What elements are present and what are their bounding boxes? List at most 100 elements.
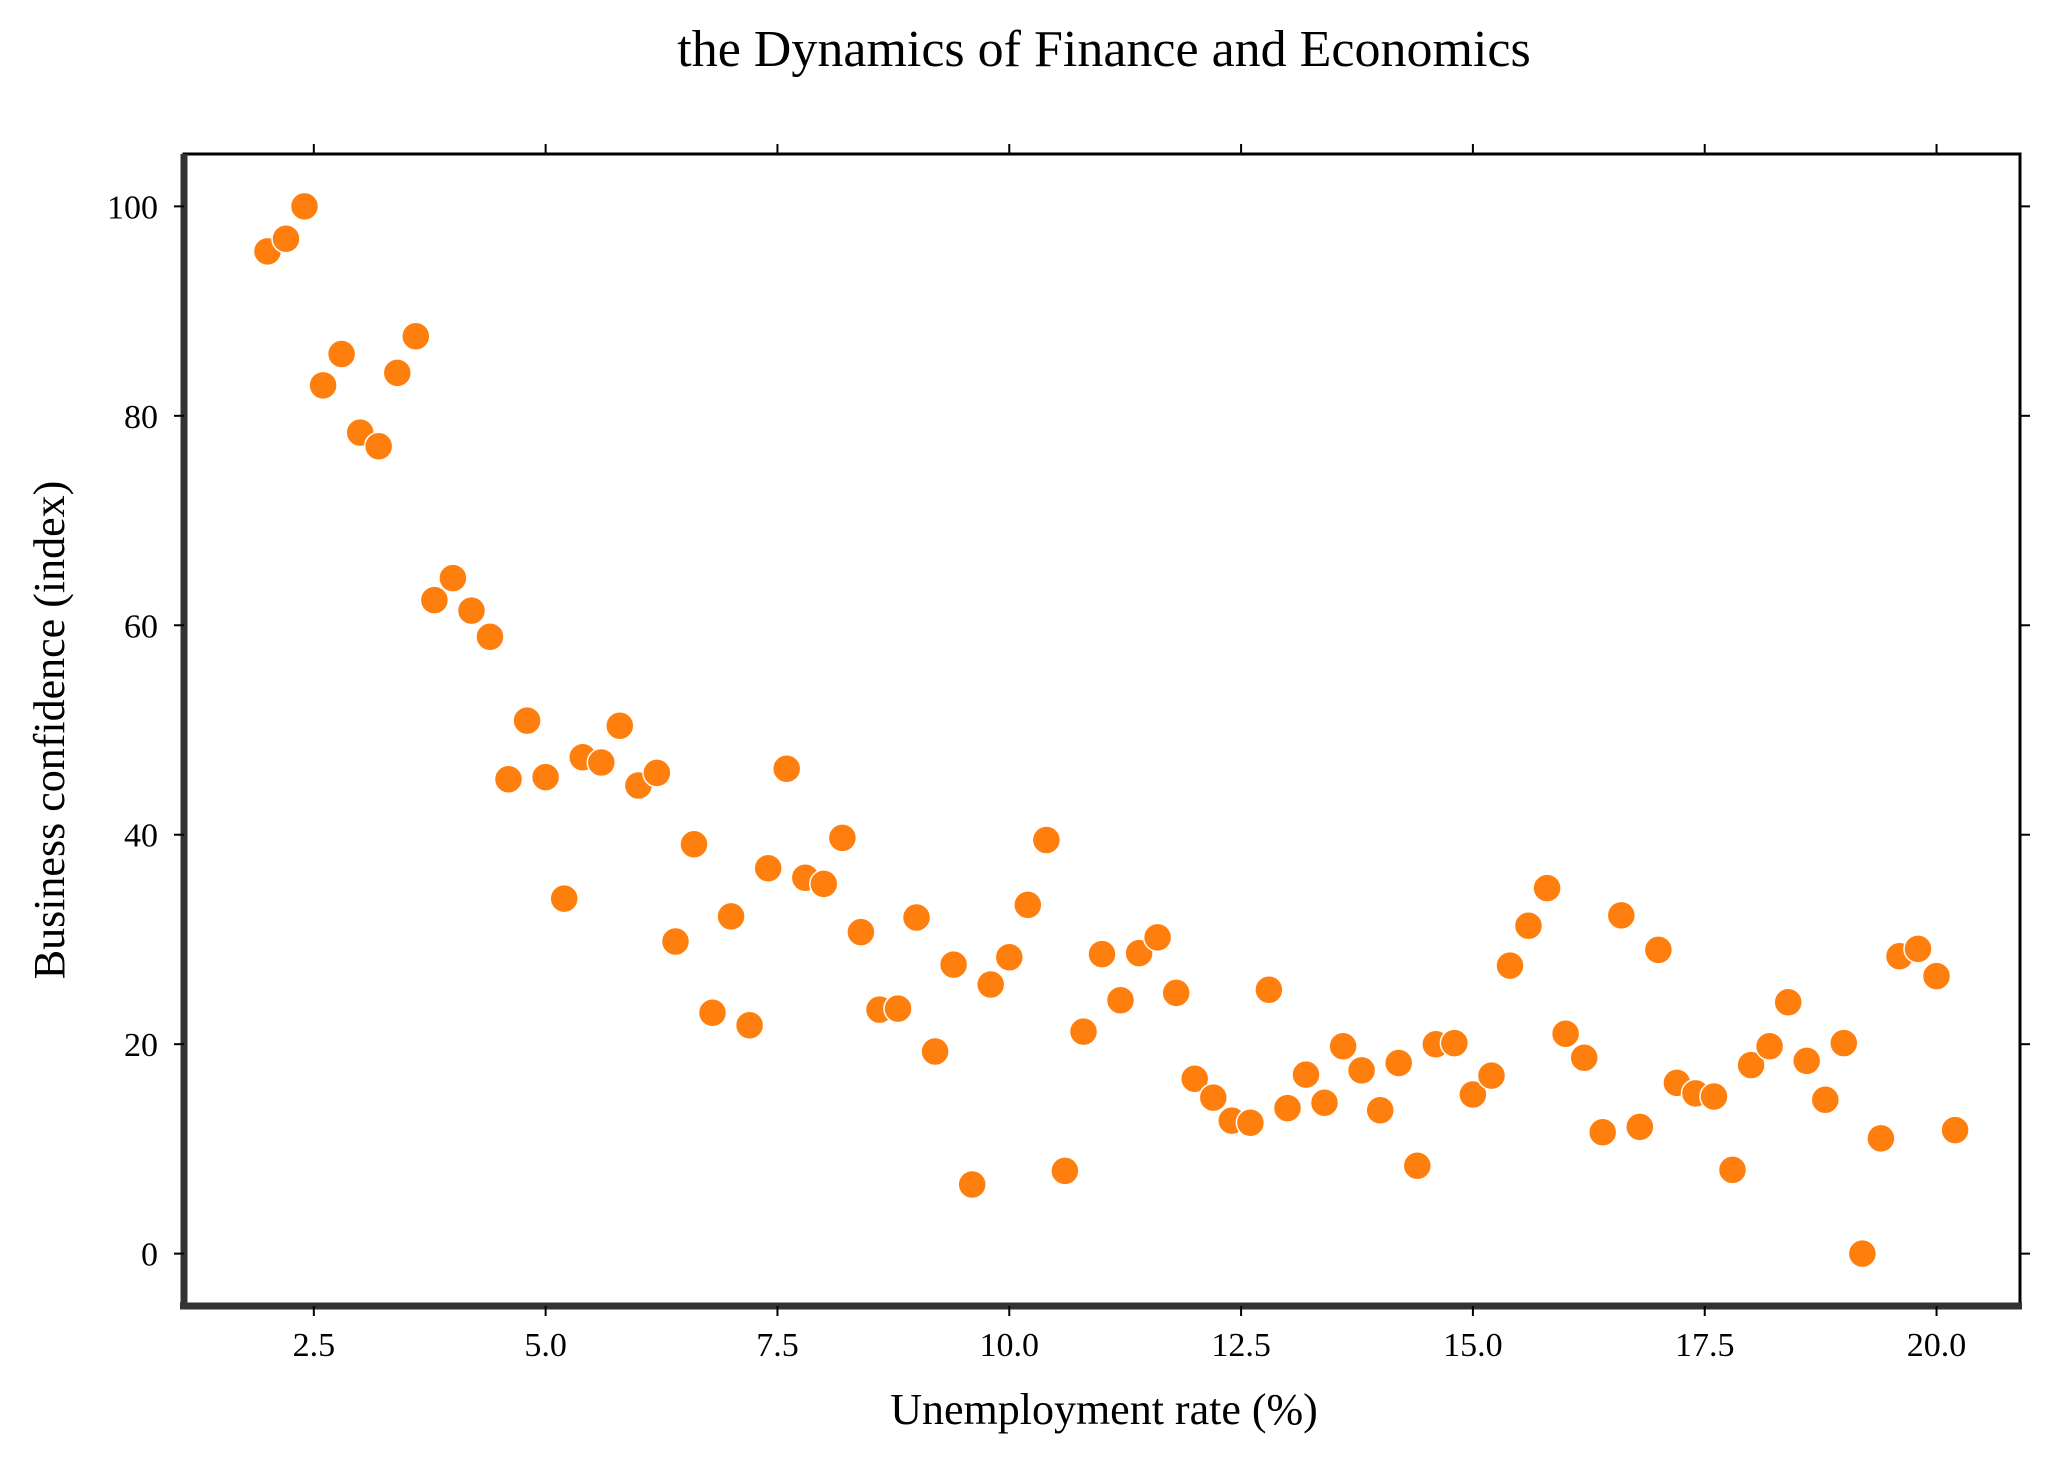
data-point-74	[1606, 900, 1637, 931]
data-point-22	[642, 758, 672, 788]
data-point-85	[1810, 1084, 1841, 1115]
data-point-26	[716, 901, 746, 932]
y-tick-label-1: 0	[141, 1237, 158, 1274]
y-tick-label-3: 40	[124, 818, 158, 855]
data-point-5	[326, 339, 357, 369]
data-point-61	[1365, 1095, 1395, 1125]
data-point-51	[1179, 1063, 1210, 1094]
data-point-9	[401, 321, 431, 351]
data-point-11	[438, 563, 468, 593]
data-point-29	[771, 753, 802, 784]
data-point-17	[549, 883, 579, 914]
data-point-71	[1550, 1018, 1581, 1049]
x-tick-label-1: 2.5	[293, 1327, 336, 1364]
data-point-70	[1532, 873, 1562, 903]
data-point-73	[1587, 1117, 1618, 1147]
plot-area	[252, 191, 1970, 1269]
data-point-27	[734, 1010, 765, 1041]
data-point-8	[382, 358, 413, 388]
x-tick-label-8: 20.0	[1907, 1327, 1967, 1364]
y-tick-label-2: 20	[124, 1027, 158, 1064]
data-point-16	[530, 762, 561, 792]
data-point-24	[679, 829, 709, 859]
data-point-58	[1309, 1088, 1340, 1118]
data-point-60	[1346, 1055, 1377, 1086]
data-point-4	[308, 370, 338, 401]
data-point-42	[1013, 890, 1043, 920]
data-point-15	[512, 705, 542, 736]
data-point-12	[456, 595, 487, 626]
data-point-72	[1569, 1043, 1599, 1073]
data-point-38	[938, 949, 969, 980]
data-point-49	[1142, 922, 1173, 953]
chart-title: the Dynamics of Finance and Economics	[677, 21, 1530, 78]
data-point-76	[1643, 935, 1674, 965]
data-point-57	[1291, 1059, 1321, 1090]
data-point-83	[1773, 987, 1803, 1018]
data-point-66	[1458, 1079, 1488, 1110]
data-point-56	[1272, 1093, 1303, 1123]
data-point-82	[1754, 1031, 1785, 1062]
data-point-32	[827, 823, 858, 853]
data-point-33	[846, 917, 876, 947]
data-point-79	[1699, 1081, 1729, 1112]
data-point-90	[1903, 934, 1933, 964]
data-point-13	[475, 622, 505, 652]
data-point-40	[975, 969, 1006, 1000]
data-point-31	[809, 869, 839, 899]
data-point-19	[586, 747, 617, 778]
data-point-80	[1717, 1155, 1748, 1185]
data-point-36	[901, 902, 932, 933]
data-point-62	[1383, 1048, 1414, 1078]
x-tick-label-5: 12.5	[1211, 1327, 1271, 1364]
x-tick-label-3: 7.5	[756, 1327, 799, 1364]
data-point-84	[1791, 1046, 1822, 1076]
y-tick-label-5: 80	[124, 399, 158, 436]
data-point-45	[1068, 1016, 1099, 1047]
data-point-44	[1050, 1156, 1080, 1186]
data-point-88	[1866, 1123, 1896, 1154]
axis-ticks: 2.5 5.0 7.5 10.0 12.5 15.0 17.5 20.0 0 20 40 60 80 10…	[107, 144, 2030, 1364]
data-point-55	[1254, 974, 1284, 1005]
x-tick-label-2: 5.0	[524, 1327, 567, 1364]
data-point-52	[1198, 1082, 1229, 1113]
x-tick-label-7: 17.5	[1675, 1327, 1735, 1364]
data-point-46	[1087, 939, 1117, 969]
data-point-28	[753, 853, 783, 883]
data-point-69	[1513, 911, 1544, 941]
data-point-14	[493, 764, 524, 794]
data-point-63	[1402, 1150, 1433, 1181]
data-point-23	[660, 926, 691, 957]
x-tick-label-4: 10.0	[980, 1327, 1040, 1364]
data-point-91	[1921, 961, 1952, 991]
data-point-7	[363, 431, 394, 461]
y-axis-label: Business confidence (index)	[25, 481, 74, 980]
data-point-65	[1439, 1028, 1470, 1058]
y-tick-label-4: 60	[124, 608, 158, 645]
data-point-2	[271, 224, 301, 254]
data-point-39	[957, 1169, 987, 1200]
data-point-3	[289, 191, 320, 222]
data-point-81	[1736, 1050, 1766, 1080]
data-point-25	[697, 998, 728, 1028]
data-point-35	[883, 993, 913, 1024]
data-point-67	[1476, 1060, 1507, 1091]
data-point-54	[1235, 1107, 1266, 1138]
data-point-47	[1105, 985, 1136, 1015]
y-tick-label-6: 100	[107, 189, 158, 226]
data-point-50	[1161, 978, 1191, 1008]
data-point-43	[1031, 825, 1062, 855]
data-point-59	[1328, 1031, 1358, 1062]
data-point-41	[994, 942, 1025, 973]
data-point-87	[1847, 1238, 1878, 1269]
data-point-10	[419, 585, 450, 615]
data-point-20	[605, 711, 635, 741]
data-point-37	[920, 1036, 950, 1067]
x-axis-label: Unemployment rate (%)	[890, 1385, 1318, 1434]
x-tick-label-6: 15.0	[1443, 1327, 1503, 1364]
data-point-86	[1829, 1028, 1859, 1058]
data-point-68	[1495, 950, 1525, 981]
